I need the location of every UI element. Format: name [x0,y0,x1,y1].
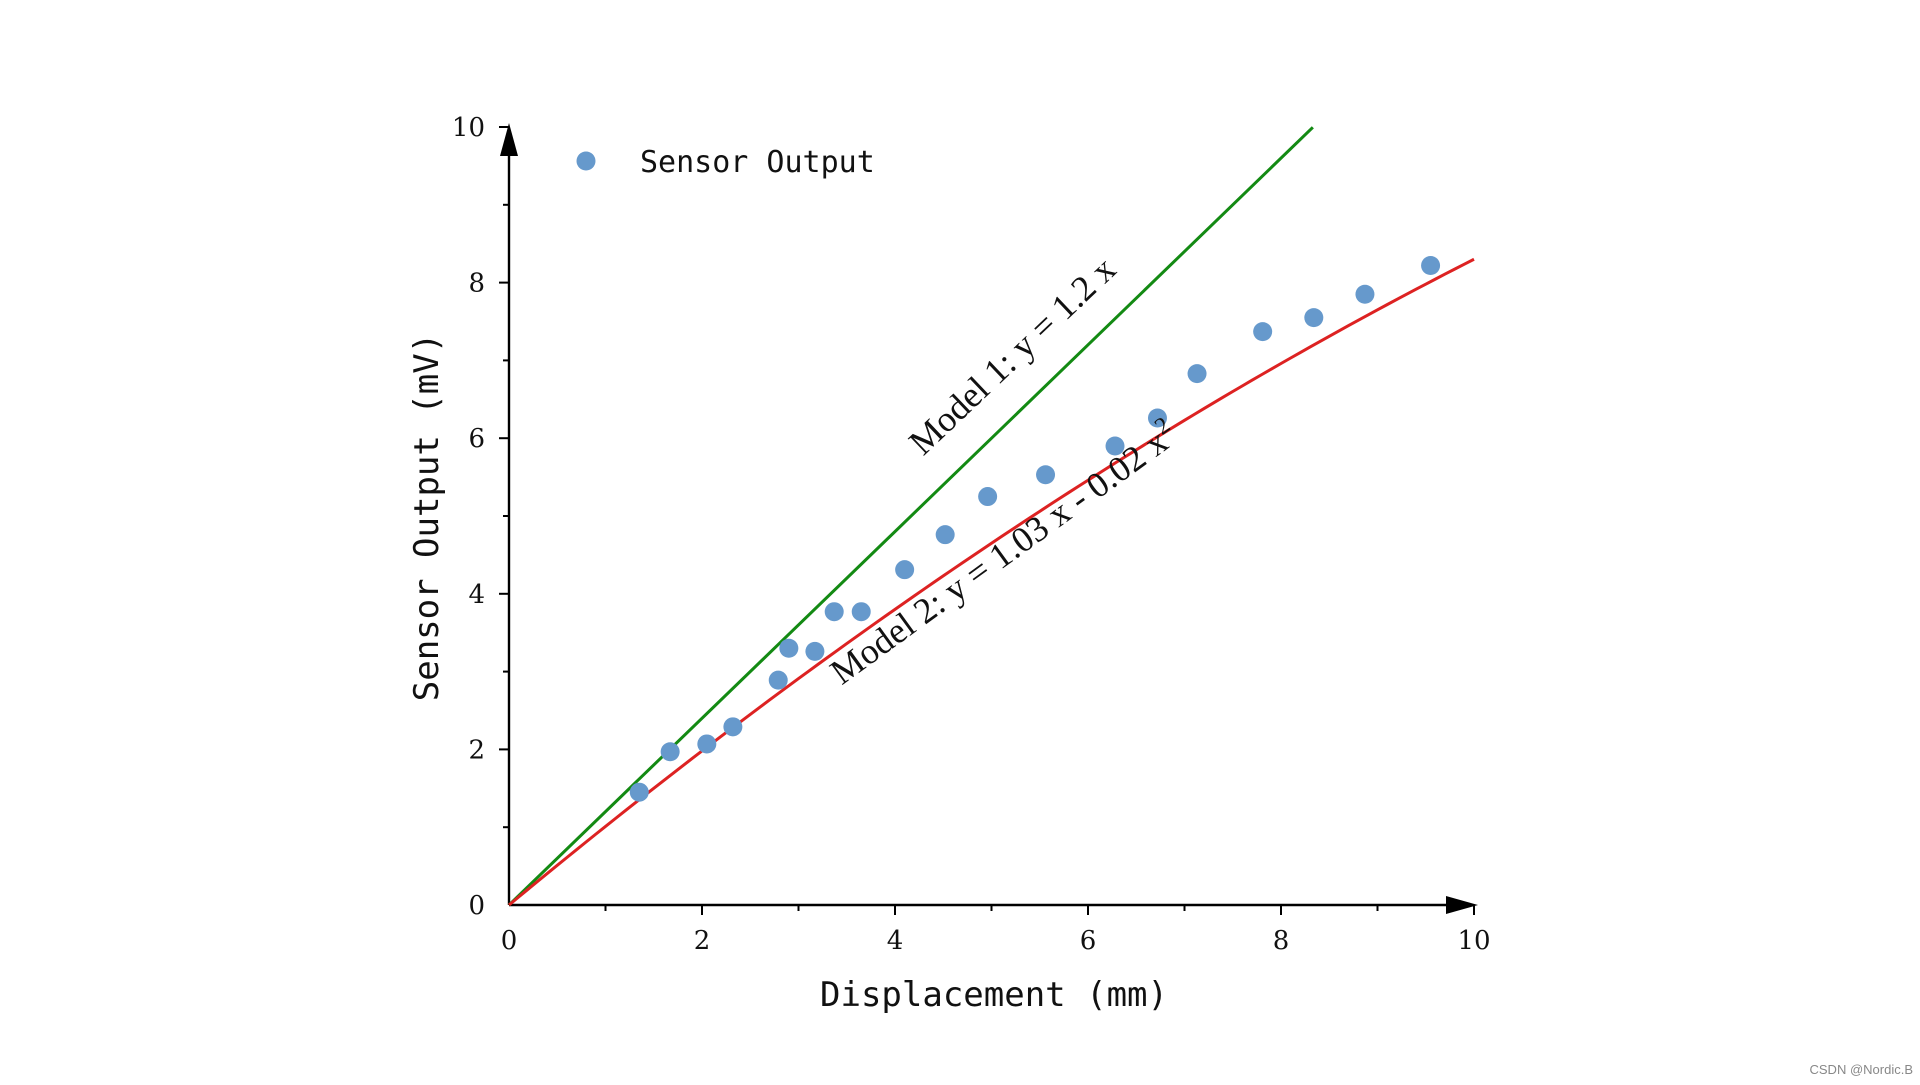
data-point-5 [768,670,788,690]
y-ticks: 0 2 4 6 8 10 [452,113,509,921]
x-tick-label: 4 [887,926,904,956]
data-point-6 [779,638,799,658]
x-tick-label: 10 [1457,926,1490,956]
data-point-12 [978,487,998,507]
y-axis-arrow-icon [500,123,518,156]
x-ticks: 0 2 4 6 8 10 [501,905,1491,956]
y-tick-label: 10 [452,113,485,143]
x-tick-label: 6 [1080,926,1097,956]
data-point-11 [935,525,955,545]
data-point-13 [1036,465,1056,485]
model-2-equation: Model 2: y = 1.03 x - 0.02 x [823,421,1175,692]
data-point-2 [660,742,680,762]
model-2-annotation: Model 2: y = 1.03 x - 0.02 x2 [822,412,1185,692]
data-point-3 [697,734,717,754]
data-point-20 [1421,255,1441,275]
data-point-14 [1105,436,1125,456]
data-point-18 [1304,308,1324,328]
legend-marker-icon [576,151,596,171]
x-tick-label: 8 [1273,926,1290,956]
y-tick-label: 6 [468,424,485,454]
data-point-1 [629,782,649,802]
model-1-annotation: Model 1: y = 1.2 x [901,249,1123,463]
data-point-7 [805,641,825,661]
y-tick-label: 4 [468,580,485,610]
data-point-16 [1187,364,1207,384]
scatter-points [629,255,1441,802]
legend: Sensor Output [576,145,875,180]
data-point-9 [851,602,871,622]
x-axis-arrow-icon [1446,896,1478,914]
data-point-4 [723,717,743,737]
data-point-8 [824,602,844,622]
y-tick-label: 8 [468,269,485,299]
y-tick-label: 0 [468,891,485,921]
y-axis-title: Sensor Output (mV) [407,333,447,701]
model-1-line [507,126,1314,907]
x-tick-label: 0 [501,926,518,956]
model-2-line [508,257,1475,907]
y-tick-label: 2 [468,735,485,765]
data-point-10 [895,560,915,580]
watermark: CSDN @Nordic.B [1810,1062,1914,1077]
legend-label: Sensor Output [640,145,875,180]
x-axis-title: Displacement (mm) [820,975,1168,1015]
data-point-19 [1355,284,1375,304]
data-point-17 [1253,322,1273,342]
axes: 0 2 4 6 8 10 0 2 4 6 8 10 [452,113,1491,956]
data-point-15 [1147,408,1167,428]
x-tick-label: 2 [694,926,711,956]
